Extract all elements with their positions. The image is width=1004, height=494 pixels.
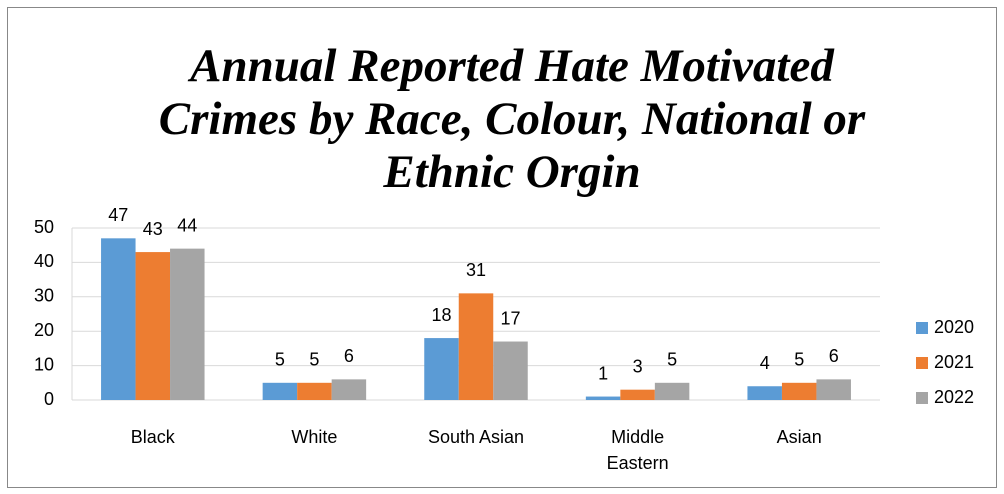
bar bbox=[170, 248, 205, 400]
bar bbox=[493, 341, 528, 400]
x-tick-label: Asian bbox=[776, 427, 822, 447]
legend-swatch bbox=[916, 392, 928, 404]
x-tick-label: White bbox=[291, 427, 338, 447]
data-label: 17 bbox=[500, 308, 520, 328]
bar bbox=[101, 238, 136, 400]
data-label: 4 bbox=[760, 353, 770, 373]
data-label: 6 bbox=[829, 346, 839, 366]
bar bbox=[747, 386, 782, 400]
x-tick-label: Middle Eastern bbox=[606, 427, 669, 473]
bar bbox=[620, 389, 655, 400]
bar bbox=[331, 379, 367, 400]
y-tick-label: 20 bbox=[34, 320, 54, 340]
y-tick-label: 0 bbox=[44, 389, 54, 409]
data-label: 5 bbox=[667, 350, 677, 370]
bar bbox=[458, 293, 494, 400]
x-tick-label: South Asian bbox=[427, 427, 525, 447]
data-label: 43 bbox=[143, 219, 163, 239]
data-label: 5 bbox=[309, 350, 319, 370]
y-tick-label: 50 bbox=[34, 217, 54, 237]
data-label: 1 bbox=[598, 363, 608, 383]
data-label: 6 bbox=[344, 346, 354, 366]
data-label: 5 bbox=[275, 350, 285, 370]
bar bbox=[585, 396, 621, 400]
data-label: 31 bbox=[466, 260, 486, 280]
bar bbox=[816, 379, 851, 400]
data-label: 18 bbox=[431, 305, 451, 325]
data-label: 44 bbox=[177, 215, 197, 235]
chart-border bbox=[7, 7, 997, 488]
legend-swatch bbox=[916, 322, 928, 334]
legend-label: 2022 bbox=[934, 387, 974, 407]
bar bbox=[424, 338, 459, 400]
bar bbox=[262, 382, 298, 400]
y-tick-label: 10 bbox=[34, 354, 54, 374]
bar bbox=[297, 382, 332, 400]
bar bbox=[781, 382, 817, 400]
legend-swatch bbox=[916, 357, 928, 369]
data-label: 5 bbox=[794, 350, 804, 370]
data-label: 3 bbox=[633, 356, 643, 376]
bar bbox=[135, 252, 171, 400]
bar bbox=[654, 382, 690, 400]
legend-label: 2021 bbox=[934, 352, 974, 372]
legend-label: 2020 bbox=[934, 317, 974, 337]
chart-title: Annual Reported Hate Motivated Crimes by… bbox=[158, 40, 866, 198]
y-tick-label: 30 bbox=[34, 286, 54, 306]
y-tick-label: 40 bbox=[34, 251, 54, 271]
data-label: 47 bbox=[108, 205, 128, 225]
x-tick-label: Black bbox=[130, 427, 175, 447]
